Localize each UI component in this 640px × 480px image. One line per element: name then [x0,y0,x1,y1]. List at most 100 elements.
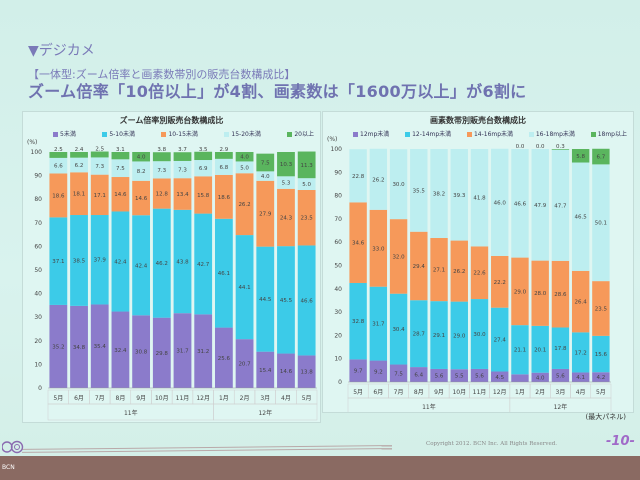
bar-segment [551,327,570,369]
data-label: 7.3 [178,168,187,174]
data-label: 33.0 [372,246,385,252]
data-label: 32.0 [392,254,405,260]
bar-segment [297,178,316,190]
bar-segment [410,231,428,301]
data-label: 9.7 [354,369,363,375]
y-tick-label: 50 [334,263,342,270]
bar-segment [410,367,428,382]
bar-segment [430,301,448,369]
data-label: 18.1 [73,192,85,198]
bar-segment [571,162,590,271]
data-label: 46.0 [494,200,507,206]
bar-segment [70,157,88,173]
x-tick-label: 12月 [196,395,210,402]
bar-segment [256,171,275,181]
data-label: 6.6 [54,164,63,170]
data-label: 6.4 [414,373,423,379]
x-tick-label: 6月 [74,395,84,402]
y-tick-label: 50 [34,267,42,274]
bar-segment [111,159,130,178]
bar-segment [592,372,610,382]
data-label: 44.5 [259,297,272,303]
data-label: 30.0 [392,182,405,188]
data-label: 3.1 [116,147,125,153]
data-label: 28.7 [413,332,426,338]
data-label: 50.1 [595,221,607,227]
data-label: 3.7 [178,147,187,153]
y-tick-label: 10 [334,356,342,363]
bar-segment [389,219,408,294]
bar-segment [470,246,489,300]
year-group-cell [213,403,318,421]
bar-segment [551,368,570,382]
page-number: -10- [606,434,635,449]
bar-segment [70,305,88,388]
bar-segment [49,152,68,158]
y-tick-label: 30 [334,309,342,316]
data-label: 7.3 [157,168,166,174]
bar-segment [389,293,408,365]
y-tick-label: 90 [34,173,42,180]
y-tick-label: 20 [334,332,342,339]
bar-segment [551,149,570,261]
data-label: 5.3 [282,181,291,187]
slide: ▼デジカメ 【一体型:ズーム倍率と画素数帯別の販売台数構成比】 ズーム倍率「10… [0,0,640,456]
data-label: 20.7 [238,362,251,368]
data-label: 46.1 [218,271,230,277]
legend-item: 15-20未満 [224,129,261,138]
bar-segment [470,299,489,369]
legend-item: 10-15未満 [161,129,198,138]
bar-segment [349,149,367,203]
bar-segment [90,304,109,388]
data-label: 2.5 [54,147,63,153]
bar-segment [430,149,448,239]
bar-segment [450,149,468,241]
data-label: 5.6 [475,373,484,379]
bar-segment [49,157,68,174]
y-tick-label: 60 [34,243,42,250]
year-group-label: 11年 [422,403,436,411]
logo-text: BCN [2,464,15,471]
data-label: 46.6 [301,298,314,304]
section-heading: ▼デジカメ [28,43,95,59]
bar-segment [277,246,295,354]
data-label: 17.1 [94,193,106,199]
data-label: 3.8 [157,147,166,153]
data-label: 9.2 [374,369,383,375]
legend-label: 5未満 [60,131,76,138]
legend-item: 12mp未満 [353,129,389,138]
chart-title: 画素数帯別販売台数構成比 [430,116,526,125]
bar-segment [132,215,151,316]
bar-segment [214,158,233,175]
legend-label: 14-16mp未満 [473,131,514,138]
data-label: 35.2 [52,344,64,350]
data-label: 17.8 [554,346,567,352]
x-tick-label: 6月 [373,389,383,396]
data-label: 5.0 [240,165,249,171]
data-label: 27.1 [433,268,445,274]
x-tick-label: 4月 [281,395,291,402]
bar-segment [297,151,316,179]
data-label: 21.1 [514,348,526,354]
bar-segment [235,173,254,236]
chart-title: ズーム倍率別販売台数構成比 [119,116,224,125]
bar-segment [194,176,213,214]
data-label: 34.6 [352,241,365,247]
x-tick-label: 4月 [576,389,586,396]
bar-segment [214,174,233,219]
x-tick-label: 3月 [556,389,566,396]
data-label: 4.2 [597,375,606,381]
y-tick-label: 0 [38,385,42,392]
bar-segment [49,304,68,388]
data-label: 12.8 [156,192,169,198]
bar-segment [173,209,192,314]
bar-segment [235,161,254,174]
y-tick-label: 70 [34,220,42,227]
bar-segment [369,209,388,287]
data-label: 4.1 [576,375,585,381]
data-label: 29.4 [413,264,426,270]
data-label: 7.5 [261,161,270,167]
data-label: 3.5 [199,147,208,153]
data-label: 14.6 [135,196,148,202]
x-tick-label: 5月 [53,395,63,402]
